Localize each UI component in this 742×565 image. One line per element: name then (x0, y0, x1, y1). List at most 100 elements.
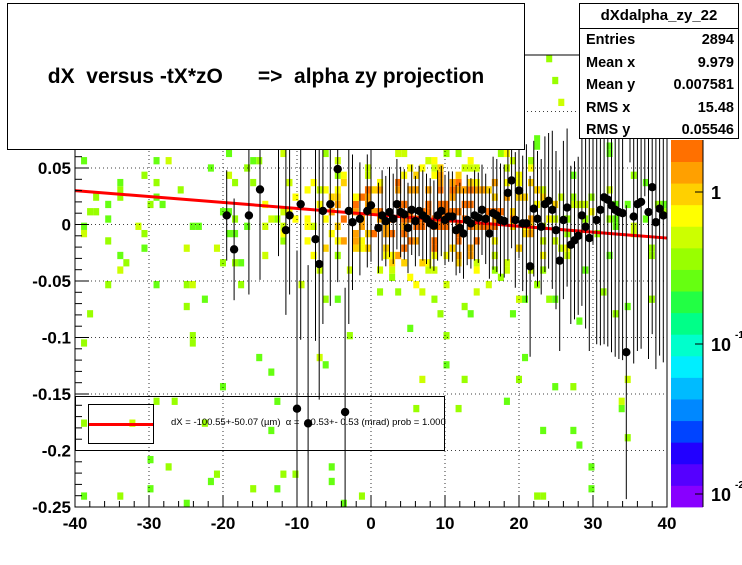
y-tick-label: -0.2 (42, 442, 71, 461)
heatmap-cell (552, 200, 559, 209)
heatmap-cell (437, 178, 444, 187)
colorbar-step (671, 226, 703, 249)
data-point (326, 199, 335, 209)
heatmap-cell (274, 397, 281, 405)
y-tick-label: -0.25 (32, 498, 71, 517)
x-tick-label: -30 (137, 514, 162, 533)
heatmap-cell (304, 186, 311, 194)
heatmap-cell (358, 244, 365, 252)
heatmap-cell (183, 499, 190, 507)
data-point (581, 222, 590, 231)
data-point (574, 231, 583, 240)
data-point (651, 218, 661, 227)
heatmap-cell (371, 186, 378, 194)
heatmap-cell (461, 186, 468, 194)
heatmap-cell (377, 208, 384, 216)
heatmap-cell (485, 281, 492, 289)
heatmap-cell (407, 324, 414, 333)
heatmap-cell (280, 229, 287, 238)
heatmap-cell (606, 186, 613, 194)
x-tick-label: 0 (366, 514, 375, 533)
heatmap-cell (358, 237, 365, 245)
heatmap-cell (546, 215, 553, 223)
heatmap-cell (425, 200, 432, 209)
heatmap-cell (437, 200, 444, 209)
heatmap-cell (177, 186, 184, 194)
heatmap-cell (540, 266, 547, 274)
heatmap-cell (81, 157, 88, 165)
data-point (292, 404, 302, 413)
heatmap-cell (81, 339, 88, 347)
data-point (222, 211, 231, 220)
data-point (385, 207, 394, 217)
heatmap-cell (310, 178, 317, 187)
heatmap-cell (503, 259, 510, 267)
heatmap-cell (358, 492, 365, 500)
heatmap-cell (443, 251, 450, 260)
colorbar-step (671, 399, 703, 422)
heatmap-cell (509, 157, 516, 165)
heatmap-cell (304, 237, 311, 245)
data-point (655, 204, 664, 213)
heatmap-cell (292, 470, 299, 478)
stats-row-rms-y: RMS y 0.05546 (580, 119, 738, 142)
heatmap-cell (322, 244, 329, 252)
heatmap-cell (588, 463, 595, 471)
heatmap-cell (328, 229, 335, 238)
heatmap-cell (431, 237, 438, 245)
heatmap-cell (280, 222, 287, 230)
heatmap-cell (183, 281, 190, 289)
data-point (411, 216, 420, 226)
data-point (525, 262, 535, 271)
heatmap-cell (570, 193, 577, 201)
stats-name: dXdalpha_zy_22 (580, 4, 738, 29)
heatmap-cell (528, 229, 535, 238)
heatmap-cell (280, 470, 287, 478)
heatmap-cell (389, 229, 396, 238)
heatmap-cell (81, 492, 88, 500)
heatmap-cell (226, 229, 233, 238)
heatmap-cell (87, 208, 94, 216)
data-point (459, 229, 468, 238)
heatmap-cell (455, 229, 462, 238)
heatmap-cell (226, 171, 233, 179)
heatmap-cell (352, 237, 359, 245)
heatmap-cell (304, 215, 311, 223)
heatmap-cell (105, 215, 112, 223)
heatmap-cell (618, 404, 625, 413)
heatmap-cell (153, 281, 160, 289)
heatmap-cell (455, 178, 462, 187)
data-point (622, 347, 631, 357)
heatmap-cell (552, 295, 559, 303)
data-point (318, 206, 328, 216)
heatmap-cell (473, 266, 480, 274)
heatmap-cell (219, 259, 227, 267)
heatmap-cell (256, 157, 263, 165)
heatmap-cell (250, 178, 257, 187)
heatmap-cell (117, 186, 124, 194)
heatmap-cell (413, 186, 420, 194)
heatmap-cell (322, 149, 329, 158)
stats-label: Entries (586, 32, 636, 48)
heatmap-cell (540, 237, 547, 245)
heatmap-cell (528, 157, 535, 165)
colorbar-exponent: -2 (735, 480, 742, 491)
heatmap-cell (576, 441, 583, 449)
data-point (537, 222, 546, 231)
heatmap-cell (304, 222, 311, 230)
heatmap-cell (358, 222, 365, 230)
colorbar-step (671, 377, 703, 400)
heatmap-cell (461, 164, 468, 172)
x-tick-label: -20 (211, 514, 236, 533)
heatmap-cell (431, 266, 438, 274)
heatmap-cell (377, 288, 384, 296)
data-point (559, 215, 568, 225)
heatmap-cell (389, 251, 396, 260)
heatmap-cell (431, 157, 438, 165)
stats-row-rms-x: RMS x 15.48 (580, 97, 738, 120)
heatmap-cell (431, 244, 438, 252)
data-point (511, 215, 520, 225)
heatmap-cell (395, 149, 402, 158)
heatmap-cell (618, 397, 625, 405)
